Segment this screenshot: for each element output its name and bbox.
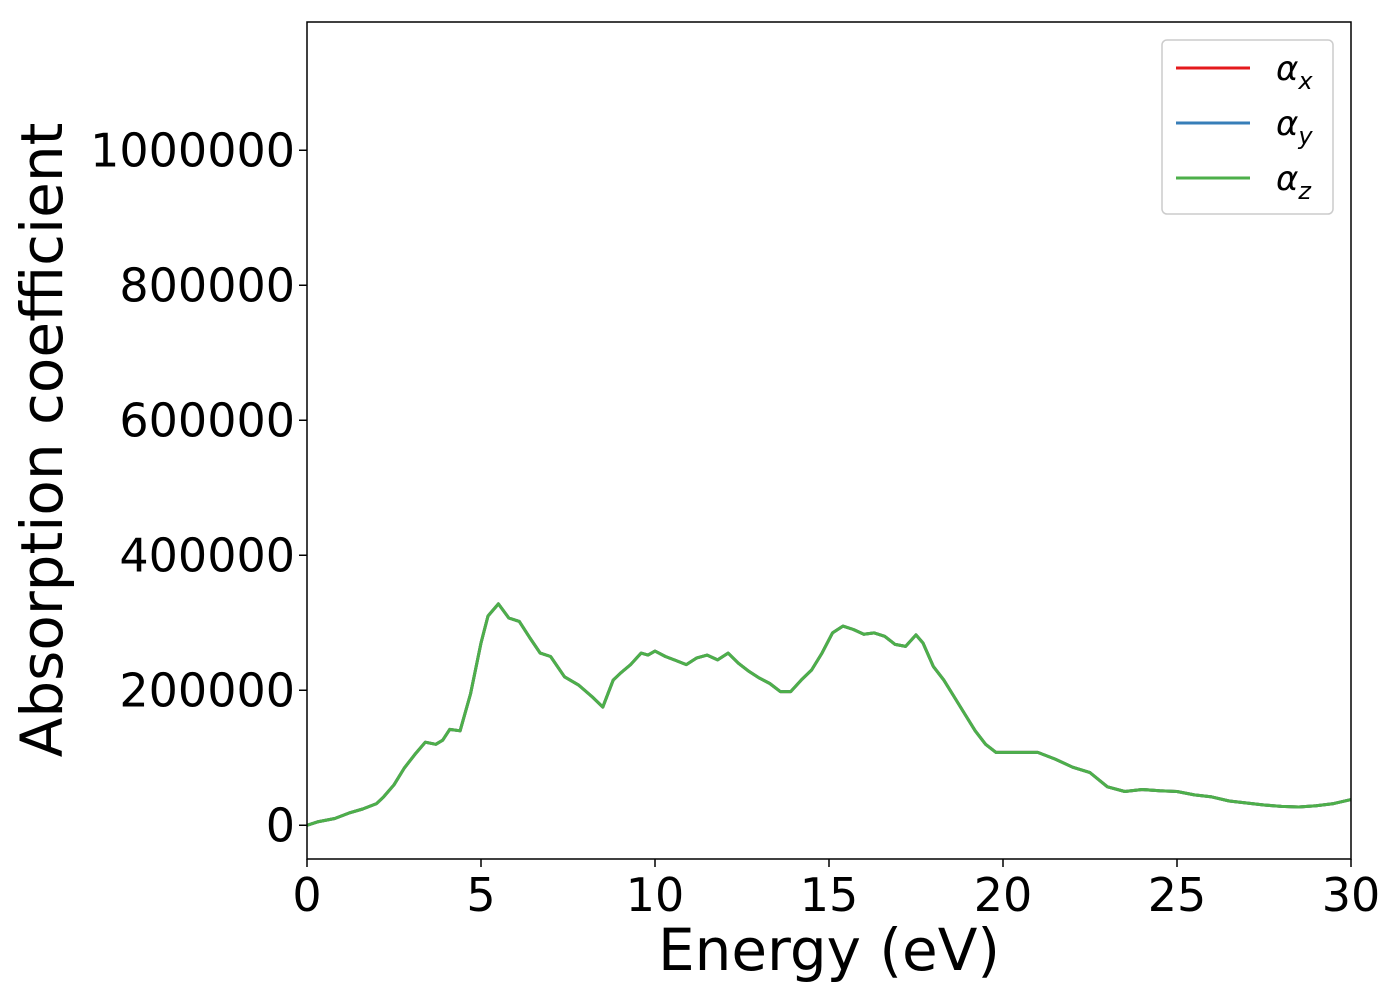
legend-symbol: α xyxy=(1276,104,1298,144)
y-tick-label: 1000000 xyxy=(90,123,295,177)
legend-label-y: αy xyxy=(1276,104,1313,150)
x-tick-label: 20 xyxy=(974,868,1033,922)
legend-subscript: z xyxy=(1297,177,1312,205)
x-tick-label: 0 xyxy=(292,868,321,922)
x-tick-label: 25 xyxy=(1148,868,1207,922)
x-tick-label: 5 xyxy=(466,868,495,922)
y-tick-label: 400000 xyxy=(119,528,295,582)
series-layer xyxy=(306,602,1352,827)
y-tick-label: 0 xyxy=(266,798,295,852)
legend-box xyxy=(1161,39,1334,215)
legend-label-z: αz xyxy=(1276,159,1312,205)
legend-symbol: α xyxy=(1276,159,1298,199)
y-axis-label: Absorption coefficient xyxy=(8,123,76,758)
legend-symbol: α xyxy=(1276,49,1298,89)
x-tick-label: 10 xyxy=(626,868,685,922)
y-tick-label: 800000 xyxy=(119,258,295,312)
series-line-z xyxy=(306,602,1352,827)
legend-subscript: y xyxy=(1297,122,1313,150)
y-tick-label: 600000 xyxy=(119,393,295,447)
x-axis-label: Energy (eV) xyxy=(658,916,1000,984)
y-tick-label: 200000 xyxy=(119,663,295,717)
x-tick-label: 15 xyxy=(800,868,859,922)
legend-label-x: αx xyxy=(1276,49,1313,95)
x-tick-label: 30 xyxy=(1322,868,1381,922)
x-axis-ticks: 0 5 10 15 20 25 30 xyxy=(292,859,1380,922)
y-axis-ticks: 0 200000 400000 600000 800000 1000000 xyxy=(90,123,307,852)
legend-subscript: x xyxy=(1297,67,1313,95)
